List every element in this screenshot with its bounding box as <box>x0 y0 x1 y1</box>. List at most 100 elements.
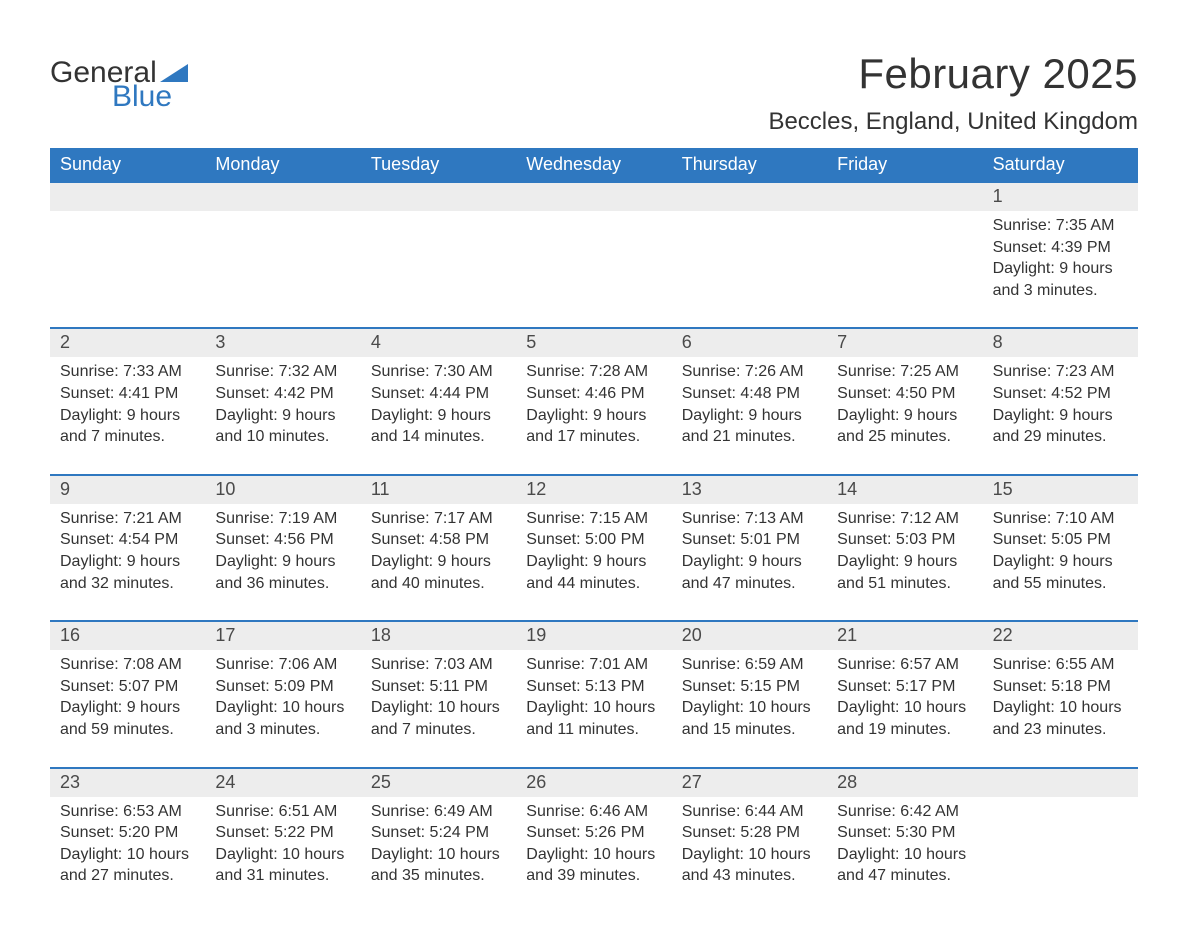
day-detail: Sunrise: 6:55 AMSunset: 5:18 PMDaylight:… <box>983 650 1138 748</box>
sunset-text: Sunset: 5:13 PM <box>526 676 661 698</box>
day-detail: Sunrise: 7:35 AMSunset: 4:39 PMDaylight:… <box>983 211 1138 309</box>
sunrise-text: Sunrise: 7:10 AM <box>993 508 1128 530</box>
sunrise-text: Sunrise: 6:49 AM <box>371 801 506 823</box>
date-number: 2 <box>50 329 205 357</box>
detail-row: Sunrise: 7:35 AMSunset: 4:39 PMDaylight:… <box>50 211 1138 309</box>
day-detail: Sunrise: 7:25 AMSunset: 4:50 PMDaylight:… <box>827 357 982 455</box>
sunrise-text: Sunrise: 7:32 AM <box>215 361 350 383</box>
sunset-text: Sunset: 4:52 PM <box>993 383 1128 405</box>
date-number <box>205 183 360 211</box>
daylight2-text: and 36 minutes. <box>215 573 350 595</box>
date-number <box>672 183 827 211</box>
daylight1-text: Daylight: 10 hours <box>215 697 350 719</box>
date-row: 1 <box>50 183 1138 211</box>
daylight1-text: Daylight: 9 hours <box>837 405 972 427</box>
date-number: 19 <box>516 622 671 650</box>
daylight1-text: Daylight: 9 hours <box>60 405 195 427</box>
sunrise-text: Sunrise: 7:06 AM <box>215 654 350 676</box>
sunset-text: Sunset: 5:22 PM <box>215 822 350 844</box>
date-row: 232425262728 <box>50 769 1138 797</box>
sunrise-text: Sunrise: 6:42 AM <box>837 801 972 823</box>
logo-text-blue: Blue <box>112 82 188 112</box>
date-number: 8 <box>983 329 1138 357</box>
calendar-week: 232425262728Sunrise: 6:53 AMSunset: 5:20… <box>50 767 1138 895</box>
date-number: 10 <box>205 476 360 504</box>
location-text: Beccles, England, United Kingdom <box>768 108 1138 136</box>
date-row: 2345678 <box>50 329 1138 357</box>
daylight2-text: and 44 minutes. <box>526 573 661 595</box>
page-header: General Blue February 2025 Beccles, Engl… <box>50 50 1138 136</box>
daylight2-text: and 19 minutes. <box>837 719 972 741</box>
date-number: 11 <box>361 476 516 504</box>
sunrise-text: Sunrise: 7:25 AM <box>837 361 972 383</box>
daylight1-text: Daylight: 10 hours <box>526 844 661 866</box>
daylight1-text: Daylight: 10 hours <box>371 844 506 866</box>
calendar-week: 16171819202122Sunrise: 7:08 AMSunset: 5:… <box>50 620 1138 748</box>
day-headers-row: Sunday Monday Tuesday Wednesday Thursday… <box>50 148 1138 183</box>
daylight2-text: and 51 minutes. <box>837 573 972 595</box>
day-header-tuesday: Tuesday <box>361 148 516 183</box>
sunrise-text: Sunrise: 6:59 AM <box>682 654 817 676</box>
date-number: 28 <box>827 769 982 797</box>
daylight2-text: and 35 minutes. <box>371 865 506 887</box>
sunset-text: Sunset: 5:20 PM <box>60 822 195 844</box>
day-detail <box>50 211 205 309</box>
sunrise-text: Sunrise: 7:30 AM <box>371 361 506 383</box>
date-number <box>516 183 671 211</box>
day-detail: Sunrise: 7:10 AMSunset: 5:05 PMDaylight:… <box>983 504 1138 602</box>
date-number: 9 <box>50 476 205 504</box>
daylight1-text: Daylight: 10 hours <box>371 697 506 719</box>
daylight1-text: Daylight: 10 hours <box>837 844 972 866</box>
day-detail: Sunrise: 6:46 AMSunset: 5:26 PMDaylight:… <box>516 797 671 895</box>
daylight2-text: and 21 minutes. <box>682 426 817 448</box>
sunset-text: Sunset: 5:05 PM <box>993 529 1128 551</box>
daylight1-text: Daylight: 9 hours <box>993 258 1128 280</box>
daylight1-text: Daylight: 9 hours <box>993 551 1128 573</box>
daylight1-text: Daylight: 9 hours <box>682 551 817 573</box>
daylight2-text: and 59 minutes. <box>60 719 195 741</box>
sunset-text: Sunset: 4:58 PM <box>371 529 506 551</box>
sunset-text: Sunset: 5:03 PM <box>837 529 972 551</box>
day-header-saturday: Saturday <box>983 148 1138 183</box>
daylight1-text: Daylight: 9 hours <box>837 551 972 573</box>
sunset-text: Sunset: 5:15 PM <box>682 676 817 698</box>
sunrise-text: Sunrise: 7:17 AM <box>371 508 506 530</box>
date-number: 7 <box>827 329 982 357</box>
sunset-text: Sunset: 5:30 PM <box>837 822 972 844</box>
sunrise-text: Sunrise: 7:13 AM <box>682 508 817 530</box>
daylight1-text: Daylight: 9 hours <box>215 551 350 573</box>
sunrise-text: Sunrise: 7:12 AM <box>837 508 972 530</box>
day-detail: Sunrise: 7:26 AMSunset: 4:48 PMDaylight:… <box>672 357 827 455</box>
detail-row: Sunrise: 7:08 AMSunset: 5:07 PMDaylight:… <box>50 650 1138 748</box>
date-number <box>983 769 1138 797</box>
daylight1-text: Daylight: 9 hours <box>526 551 661 573</box>
month-title: February 2025 <box>768 50 1138 98</box>
daylight1-text: Daylight: 9 hours <box>526 405 661 427</box>
day-detail: Sunrise: 7:08 AMSunset: 5:07 PMDaylight:… <box>50 650 205 748</box>
date-number <box>827 183 982 211</box>
day-detail: Sunrise: 6:49 AMSunset: 5:24 PMDaylight:… <box>361 797 516 895</box>
daylight2-text: and 27 minutes. <box>60 865 195 887</box>
daylight2-text: and 17 minutes. <box>526 426 661 448</box>
date-number: 16 <box>50 622 205 650</box>
day-detail: Sunrise: 7:15 AMSunset: 5:00 PMDaylight:… <box>516 504 671 602</box>
date-number: 14 <box>827 476 982 504</box>
sunrise-text: Sunrise: 7:35 AM <box>993 215 1128 237</box>
sunrise-text: Sunrise: 6:44 AM <box>682 801 817 823</box>
sunrise-text: Sunrise: 6:57 AM <box>837 654 972 676</box>
sunset-text: Sunset: 4:39 PM <box>993 237 1128 259</box>
sunrise-text: Sunrise: 7:23 AM <box>993 361 1128 383</box>
daylight2-text: and 55 minutes. <box>993 573 1128 595</box>
sunset-text: Sunset: 4:44 PM <box>371 383 506 405</box>
sunset-text: Sunset: 5:17 PM <box>837 676 972 698</box>
daylight2-text: and 3 minutes. <box>215 719 350 741</box>
day-detail: Sunrise: 6:53 AMSunset: 5:20 PMDaylight:… <box>50 797 205 895</box>
day-detail: Sunrise: 6:42 AMSunset: 5:30 PMDaylight:… <box>827 797 982 895</box>
day-detail: Sunrise: 7:06 AMSunset: 5:09 PMDaylight:… <box>205 650 360 748</box>
date-number: 18 <box>361 622 516 650</box>
day-detail: Sunrise: 6:44 AMSunset: 5:28 PMDaylight:… <box>672 797 827 895</box>
day-header-wednesday: Wednesday <box>516 148 671 183</box>
daylight2-text: and 11 minutes. <box>526 719 661 741</box>
date-number: 23 <box>50 769 205 797</box>
day-header-monday: Monday <box>205 148 360 183</box>
